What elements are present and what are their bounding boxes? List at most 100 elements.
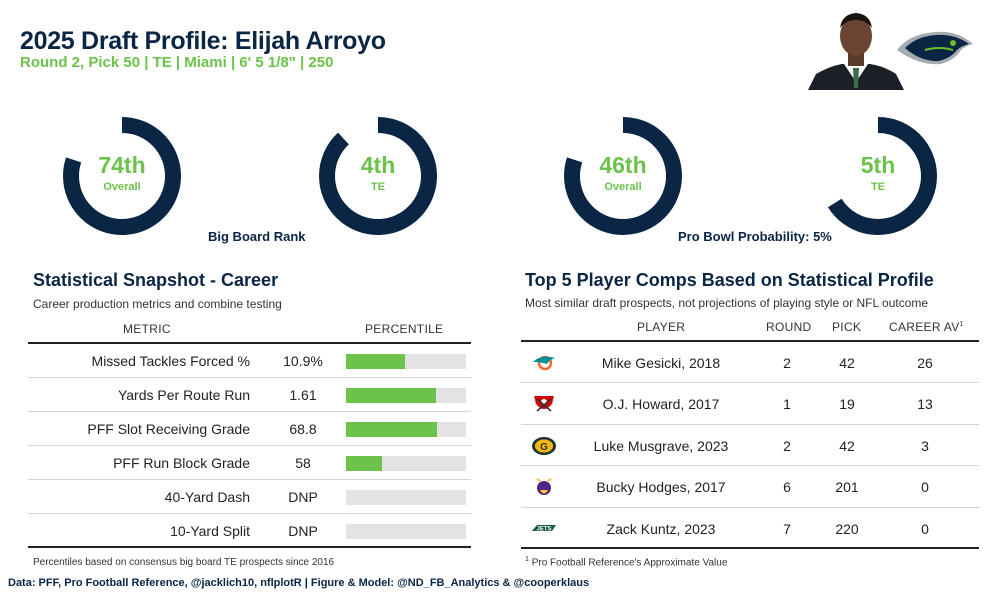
draft-pick: 220: [835, 520, 859, 537]
seahawks-logo-icon: [895, 20, 977, 72]
table-row: JETS Zack Kuntz, 2023 7 220 0: [521, 508, 979, 549]
table-row: 40-Yard Dash DNP: [28, 480, 471, 514]
career-av: 0: [921, 479, 929, 496]
player-name: Zack Kuntz, 2023: [606, 520, 716, 537]
percentile-bar: [346, 456, 466, 471]
table-row: Yards Per Route Run 1.61: [28, 378, 471, 412]
jets-logo-icon: JETS: [531, 518, 557, 540]
metric-name: 40-Yard Dash: [164, 489, 250, 505]
svg-text:G: G: [540, 442, 548, 453]
percentile-bar: [346, 354, 466, 369]
snapshot-title: Statistical Snapshot - Career: [33, 270, 279, 290]
comps-table: Mike Gesicki, 2018 2 42 26 O.J. Howard, …: [521, 340, 979, 549]
career-av: 26: [917, 355, 933, 371]
overall-rank-ring: 74th Overall: [62, 116, 182, 236]
player-column-header: PLAYER: [637, 320, 686, 334]
career-av-column-header: CAREER AV1: [889, 320, 964, 334]
percentile-bar-fill: [346, 354, 405, 369]
round-column-header: ROUND: [766, 320, 812, 334]
table-row: G Luke Musgrave, 2023 2 42 3: [521, 425, 979, 467]
footer-credits: Data: PFF, Pro Football Reference, @jack…: [8, 577, 590, 589]
ring-svg: [63, 117, 181, 235]
metric-value: 58: [295, 455, 311, 471]
percentile-bar-fill: [346, 388, 436, 403]
position-rank-arc: [319, 117, 437, 235]
position-rank-ring: 4th TE: [318, 116, 438, 236]
metric-column-header: METRIC: [123, 322, 171, 336]
probowl-position-arc: [819, 117, 937, 235]
probowl-position-label: TE: [870, 181, 886, 193]
table-row: 10-Yard Split DNP: [28, 514, 471, 548]
metric-value: 10.9%: [283, 353, 323, 369]
packers-logo-icon: G: [531, 435, 557, 457]
percentile-bar-fill: [346, 456, 382, 471]
table-row: PFF Slot Receiving Grade 68.8: [28, 412, 471, 446]
metric-value: DNP: [288, 523, 318, 539]
comps-subtitle: Most similar draft prospects, not projec…: [525, 296, 929, 310]
draft-pick: 42: [839, 355, 855, 371]
percentile-column-header: PERCENTILE: [365, 322, 444, 336]
pro-bowl-caption: Pro Bowl Probability: 5%: [678, 229, 832, 244]
draft-pick: 201: [835, 479, 859, 496]
player-info-subtitle: Round 2, Pick 50 | TE | Miami | 6' 5 1/8…: [20, 54, 334, 71]
footnote-text: Pro Football Reference's Approximate Val…: [531, 557, 728, 569]
draft-round: 7: [783, 520, 791, 537]
position-rank-label: TE: [370, 181, 386, 193]
percentile-bar: [346, 490, 466, 505]
draft-round: 2: [783, 437, 791, 454]
probowl-position-ring: 5th TE: [818, 116, 938, 236]
draft-pick: 19: [839, 396, 855, 413]
probowl-overall-value: 46th: [599, 152, 647, 178]
buccaneers-logo-icon: [531, 393, 557, 415]
vikings-logo-icon: [531, 476, 557, 498]
comps-title: Top 5 Player Comps Based on Statistical …: [525, 270, 934, 290]
metric-value: 1.61: [289, 387, 317, 403]
table-row: Missed Tackles Forced % 10.9%: [28, 344, 471, 378]
stat-table: Missed Tackles Forced % 10.9% Yards Per …: [28, 342, 471, 548]
ring-svg: [319, 117, 437, 235]
player-name: Luke Musgrave, 2023: [593, 437, 729, 454]
metric-value: 68.8: [289, 421, 317, 437]
percentile-bar: [346, 524, 466, 539]
career-av-footnote-mark: 1: [959, 321, 964, 328]
pick-column-header: PICK: [832, 320, 862, 334]
percentile-bar: [346, 388, 466, 403]
percentile-bar: [346, 422, 466, 437]
table-row: Mike Gesicki, 2018 2 42 26: [521, 342, 979, 384]
overall-rank-arc: [63, 117, 181, 235]
snapshot-footnote: Percentiles based on consensus big board…: [33, 557, 335, 568]
svg-text:JETS: JETS: [536, 526, 551, 532]
player-name: O.J. Howard, 2017: [602, 396, 720, 413]
career-av-label: CAREER AV: [889, 320, 960, 334]
page-title: 2025 Draft Profile: Elijah Arroyo: [20, 27, 386, 55]
overall-rank-label: Overall: [103, 181, 141, 193]
draft-round: 6: [783, 479, 791, 496]
table-row: PFF Run Block Grade 58: [28, 446, 471, 480]
table-row: Bucky Hodges, 2017 6 201 0: [521, 466, 979, 508]
snapshot-subtitle: Career production metrics and combine te…: [33, 297, 282, 311]
ring-svg: [564, 117, 682, 235]
player-headshot: [806, 8, 906, 90]
career-av: 3: [921, 437, 929, 454]
draft-round: 1: [783, 396, 791, 413]
table-row: O.J. Howard, 2017 1 19 13: [521, 383, 979, 425]
player-name: Bucky Hodges, 2017: [596, 479, 726, 496]
career-av: 0: [921, 520, 929, 537]
metric-value: DNP: [288, 489, 318, 505]
footnote-mark: 1: [525, 556, 529, 563]
comps-footnote: 1 Pro Football Reference's Approximate V…: [525, 556, 727, 568]
dolphins-logo-icon: [531, 352, 557, 374]
metric-name: 10-Yard Split: [170, 523, 250, 539]
metric-name: Missed Tackles Forced %: [91, 353, 250, 369]
probowl-overall-label: Overall: [604, 181, 642, 193]
metric-name: Yards Per Route Run: [117, 387, 250, 403]
metric-name: PFF Slot Receiving Grade: [87, 421, 250, 437]
ring-svg: [819, 117, 937, 235]
position-rank-value: 4th: [360, 152, 396, 178]
draft-pick: 42: [839, 437, 855, 454]
big-board-caption: Big Board Rank: [208, 229, 306, 244]
overall-rank-value: 74th: [98, 152, 146, 178]
probowl-overall-arc: [564, 117, 682, 235]
probowl-overall-ring: 46th Overall: [563, 116, 683, 236]
career-av: 13: [917, 396, 933, 413]
